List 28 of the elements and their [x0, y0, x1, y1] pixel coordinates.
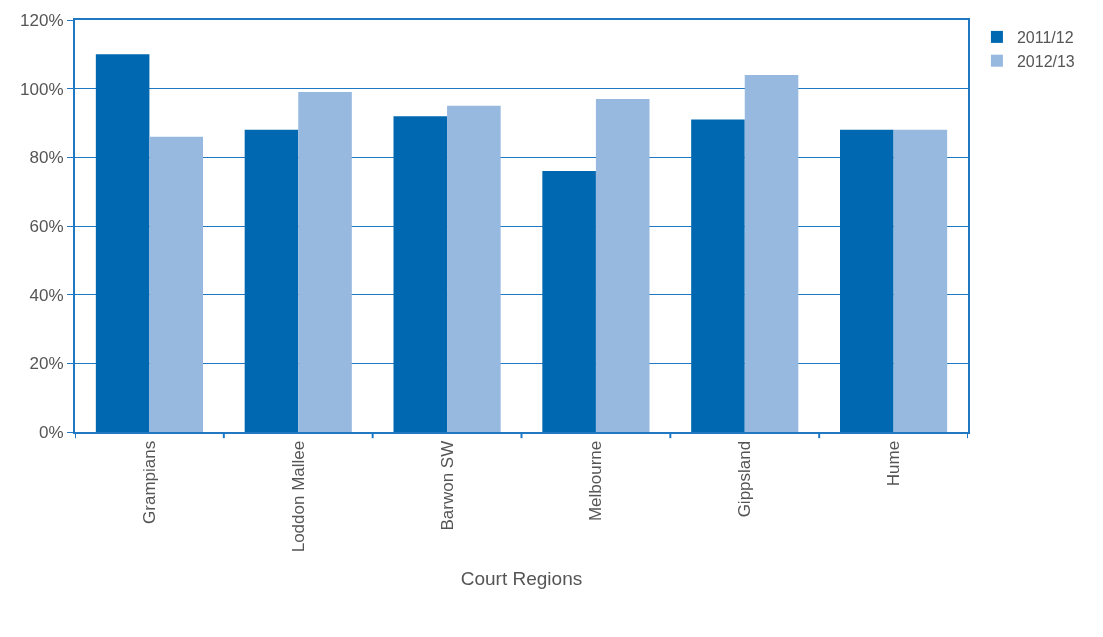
y-tick-label: 40%: [29, 285, 64, 305]
bar: [149, 136, 203, 432]
bar: [95, 54, 150, 432]
bar: [744, 74, 799, 432]
bar: [840, 129, 894, 432]
bar: [447, 105, 501, 432]
y-tick-label: 60%: [29, 216, 64, 236]
bar: [298, 92, 352, 432]
bar: [393, 116, 448, 432]
y-tick-label: 100%: [20, 79, 64, 99]
y-tick-label: 80%: [29, 148, 64, 168]
bar: [893, 129, 948, 432]
x-axis-title: Court Regions: [460, 567, 583, 589]
x-tick-label: Hume: [884, 440, 904, 487]
bar: [595, 98, 650, 432]
x-tick-label: Barwon SW: [437, 440, 457, 531]
bar: [691, 119, 745, 432]
x-tick-label: Grampians: [139, 440, 159, 524]
bar: [542, 171, 596, 432]
legend-label: 2011/12: [1016, 29, 1074, 47]
legend-label: 2012/13: [1016, 52, 1075, 70]
x-tick-label: Gippsland: [735, 440, 755, 518]
x-tick-label: Melbourne: [586, 440, 606, 522]
y-tick-label: 20%: [29, 354, 64, 374]
y-tick-label: 120%: [20, 10, 64, 30]
bar: [244, 129, 299, 432]
y-tick-label: 0%: [39, 422, 64, 442]
x-tick-label: Loddon Mallee: [288, 440, 308, 553]
